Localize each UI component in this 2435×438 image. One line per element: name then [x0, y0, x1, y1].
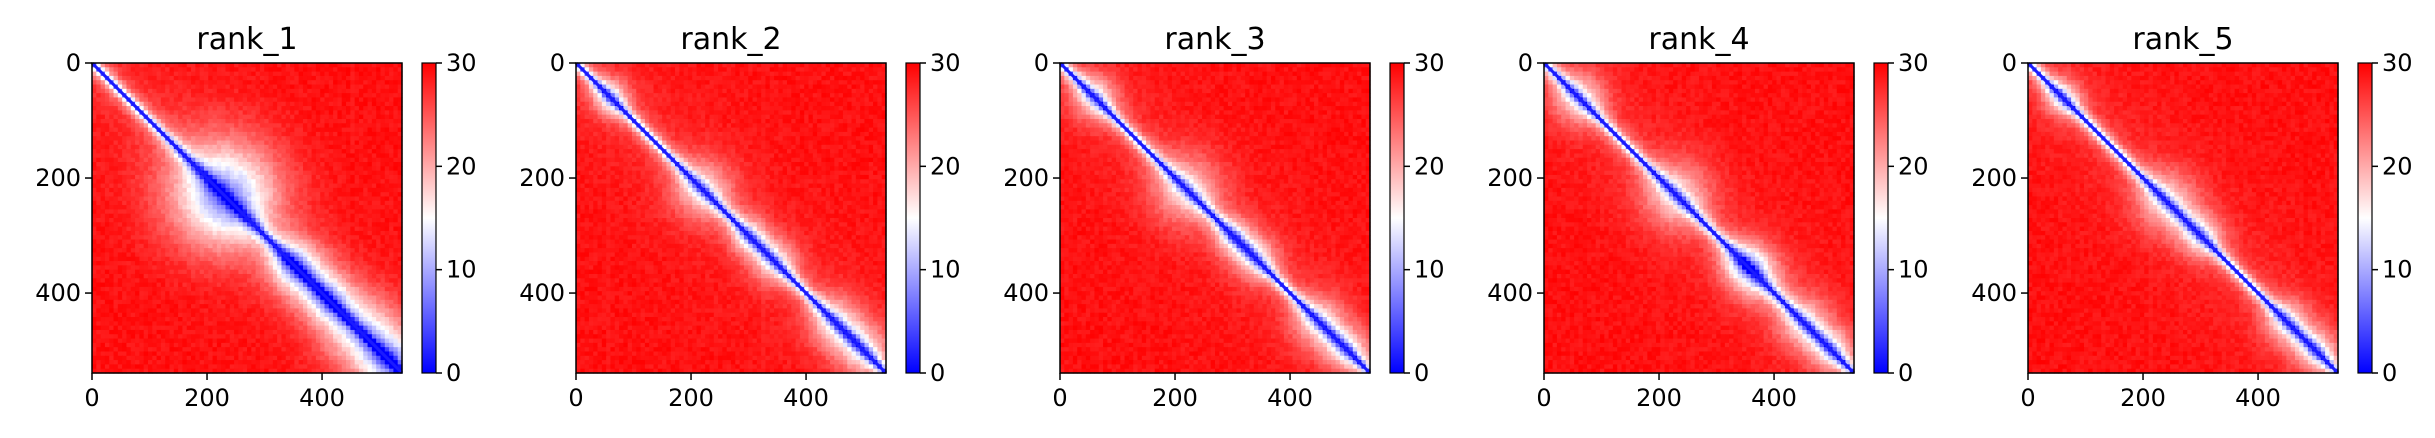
colorbar-tick-label: 20	[1414, 152, 1445, 180]
colorbar-tick-label: 30	[2382, 49, 2413, 77]
colorbar-tick-label: 20	[2382, 152, 2413, 180]
y-tick-label: 400	[519, 279, 565, 307]
x-tick-label: 0	[84, 384, 99, 412]
panel-title: rank_1	[196, 22, 297, 57]
panel-5: rank_5 0 200 400 0 200 400 0 10 20 30	[1971, 22, 2412, 412]
colorbar-tick-label: 10	[446, 256, 477, 284]
y-tick-label: 400	[35, 279, 81, 307]
colorbar-tick-label: 10	[1898, 256, 1929, 284]
colorbar-tick-label: 10	[2382, 256, 2413, 284]
colorbar-tick-label: 20	[1898, 152, 1929, 180]
y-tick-label: 0	[2002, 49, 2017, 77]
y-tick-label: 0	[66, 49, 81, 77]
x-tick-label: 0	[568, 384, 583, 412]
y-tick-label: 200	[1003, 164, 1049, 192]
x-tick-label: 400	[2235, 384, 2281, 412]
panel-title: rank_2	[680, 22, 781, 57]
panel-4: rank_4 0 200 400 0 200 400 0 10 20 30	[1487, 22, 1928, 412]
colorbar	[2358, 63, 2372, 373]
y-tick-label: 400	[1003, 279, 1049, 307]
y-tick-label: 400	[1487, 279, 1533, 307]
y-tick-label: 0	[1518, 49, 1533, 77]
panel-2: rank_2 0 200 400 0 200 400 0 10 20 30	[519, 22, 960, 412]
colorbar-tick-label: 30	[446, 49, 477, 77]
x-tick-label: 200	[184, 384, 230, 412]
colorbar	[906, 63, 920, 373]
colorbar-tick-label: 20	[446, 152, 477, 180]
x-tick-label: 200	[1636, 384, 1682, 412]
panel-3: rank_3 0 200 400 0 200 400 0 10 20 30	[1003, 22, 1444, 412]
x-tick-label: 400	[299, 384, 345, 412]
colorbar-tick-label: 10	[1414, 256, 1445, 284]
y-tick-label: 400	[1971, 279, 2017, 307]
x-tick-label: 0	[1536, 384, 1551, 412]
x-tick-label: 400	[783, 384, 829, 412]
x-tick-label: 400	[1267, 384, 1313, 412]
colorbar-tick-label: 10	[930, 256, 961, 284]
colorbar-tick-label: 30	[1898, 49, 1929, 77]
colorbar-tick-label: 20	[930, 152, 961, 180]
panel-title: rank_3	[1164, 22, 1265, 57]
colorbar	[422, 63, 436, 373]
x-tick-label: 400	[1751, 384, 1797, 412]
y-tick-label: 200	[35, 164, 81, 192]
y-tick-label: 0	[550, 49, 565, 77]
colorbar-tick-label: 30	[930, 49, 961, 77]
y-tick-label: 0	[1034, 49, 1049, 77]
colorbar-tick-label: 0	[2382, 359, 2397, 387]
colorbar-tick-label: 0	[446, 359, 461, 387]
colorbar-tick-label: 0	[1898, 359, 1913, 387]
x-tick-label: 0	[1052, 384, 1067, 412]
x-tick-label: 200	[1152, 384, 1198, 412]
colorbar-tick-label: 30	[1414, 49, 1445, 77]
y-tick-label: 200	[1971, 164, 2017, 192]
panel-1: rank_1 0 200 400 0 200 400 0 10 20 30	[35, 22, 476, 412]
colorbar	[1390, 63, 1404, 373]
y-tick-label: 200	[519, 164, 565, 192]
colorbar-tick-label: 0	[930, 359, 945, 387]
colorbar	[1874, 63, 1888, 373]
panel-title: rank_4	[1648, 22, 1749, 57]
panel-title: rank_5	[2132, 22, 2233, 57]
y-tick-label: 200	[1487, 164, 1533, 192]
x-tick-label: 0	[2020, 384, 2035, 412]
x-tick-label: 200	[668, 384, 714, 412]
colorbar-tick-label: 0	[1414, 359, 1429, 387]
x-tick-label: 200	[2120, 384, 2166, 412]
